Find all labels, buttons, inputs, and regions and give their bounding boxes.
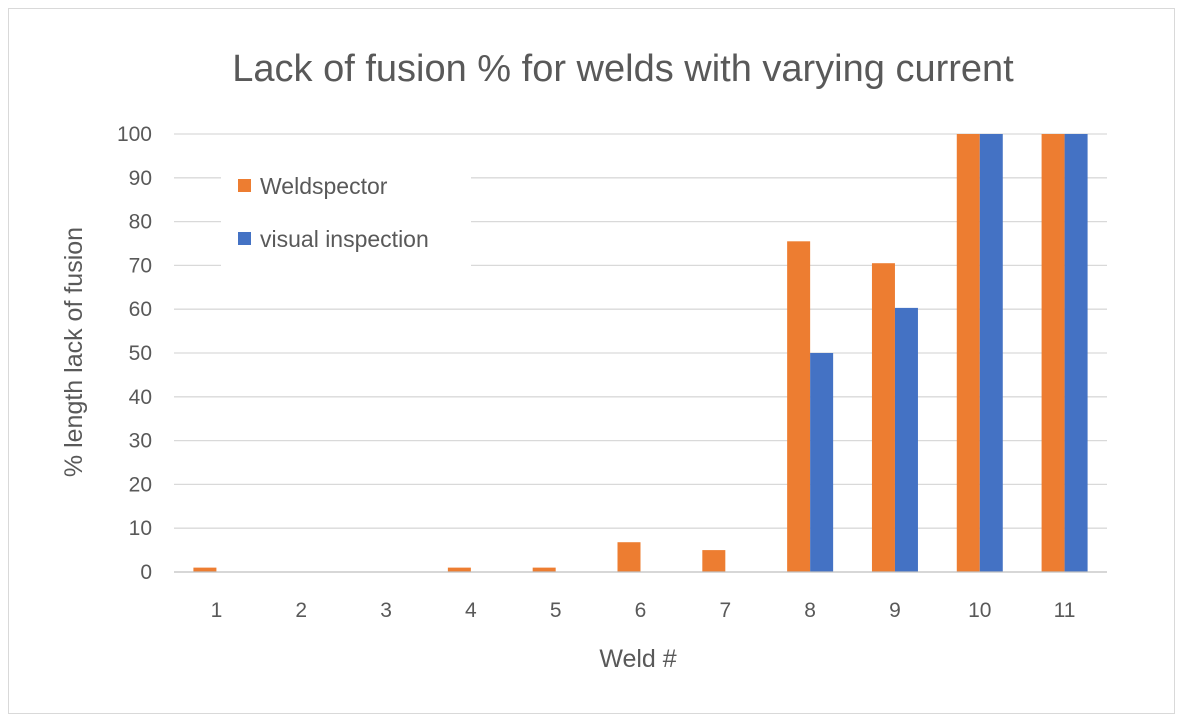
y-tick-labels: 0 10 20 30 40 50 60 70 80 90 100	[117, 123, 152, 584]
bar-chart: Lack of fusion % for welds with varying …	[60, 48, 1107, 673]
legend-swatch-visual-inspection	[238, 232, 251, 245]
bar-weldspector-9	[871, 263, 895, 572]
chart-frame: Lack of fusion % for welds with varying …	[8, 8, 1175, 714]
x-tick-label: 8	[804, 599, 816, 622]
y-tick-label: 90	[129, 167, 152, 190]
chart-title: Lack of fusion % for welds with varying …	[232, 48, 1014, 90]
y-tick-label: 10	[129, 517, 152, 540]
y-tick-label: 0	[140, 561, 152, 584]
x-axis-title: Weld #	[599, 645, 676, 673]
bar-visual-inspection-11	[1064, 134, 1088, 572]
bar-visual-inspection-9	[894, 307, 918, 572]
x-tick-label: 11	[1054, 599, 1076, 622]
x-tick-labels: 1 2 3 4 5 6 7 8 9 10 11	[211, 599, 1076, 622]
y-tick-label: 20	[129, 473, 152, 496]
x-tick-label: 1	[211, 599, 223, 622]
x-tick-label: 10	[968, 599, 991, 622]
bars	[193, 134, 1088, 572]
bar-weldspector-7	[702, 550, 726, 572]
bar-weldspector-8	[787, 241, 811, 572]
legend: Weldspector visual inspection	[221, 161, 471, 273]
bar-visual-inspection-8	[810, 353, 834, 572]
x-tick-label: 6	[635, 599, 647, 622]
y-axis-title: % length lack of fusion	[60, 227, 88, 477]
x-tick-label: 9	[889, 599, 901, 622]
x-tick-label: 7	[719, 599, 731, 622]
y-tick-label: 80	[129, 211, 152, 234]
legend-label-visual-inspection: visual inspection	[260, 226, 429, 252]
x-tick-label: 2	[295, 599, 307, 622]
x-tick-label: 4	[465, 599, 477, 622]
bar-weldspector-10	[956, 134, 980, 572]
bar-weldspector-1	[193, 567, 217, 572]
bar-visual-inspection-10	[979, 134, 1003, 572]
bar-weldspector-4	[447, 567, 471, 572]
y-tick-label: 60	[129, 298, 152, 321]
y-tick-label: 40	[129, 386, 152, 409]
legend-swatch-weldspector	[238, 179, 251, 192]
bar-weldspector-6	[617, 542, 641, 572]
y-tick-label: 70	[129, 254, 152, 277]
y-tick-label: 100	[117, 123, 152, 146]
legend-label-weldspector: Weldspector	[260, 173, 388, 199]
legend-background	[221, 161, 471, 273]
x-tick-label: 5	[550, 599, 562, 622]
bar-weldspector-11	[1041, 134, 1065, 572]
bar-weldspector-5	[532, 567, 556, 572]
y-tick-label: 50	[129, 342, 152, 365]
y-tick-label: 30	[129, 430, 152, 453]
x-tick-label: 3	[380, 599, 392, 622]
